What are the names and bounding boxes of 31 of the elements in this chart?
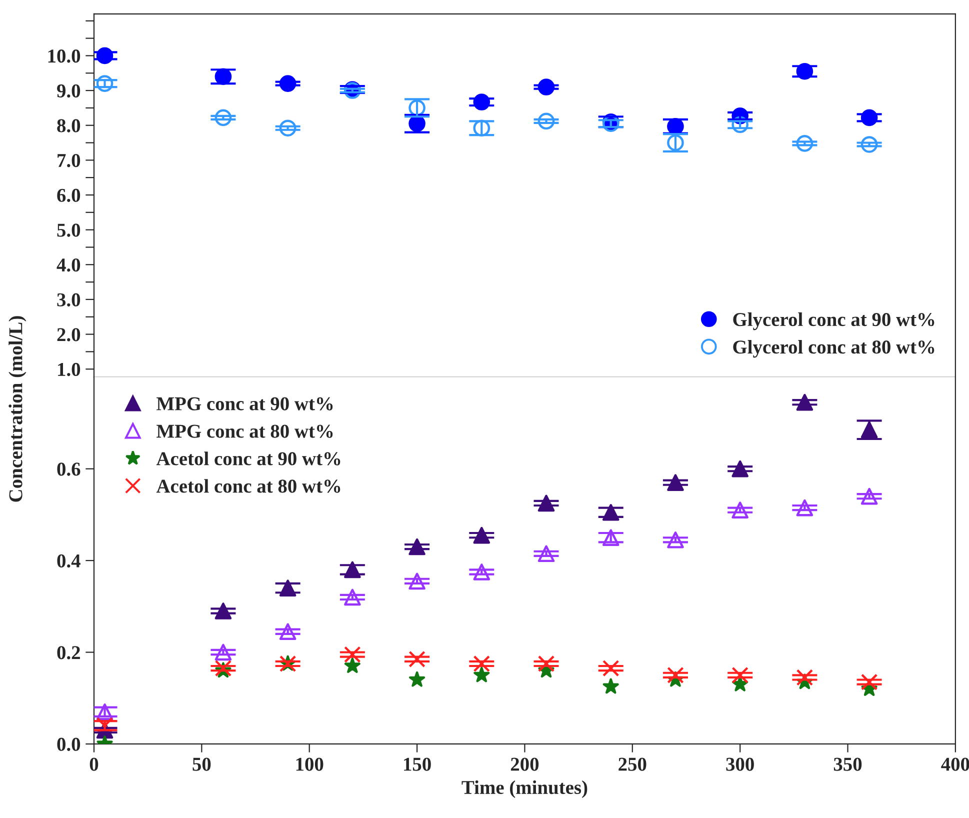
y-tick-label: 6.0 — [57, 188, 80, 202]
legend-label: Acetol conc at 80 wt% — [156, 479, 340, 493]
x-tick-label: 400 — [941, 758, 969, 771]
x-tick-label: 100 — [296, 758, 324, 771]
y-tick-label: 4.0 — [56, 258, 80, 272]
y-tick-label: 0.4 — [57, 554, 80, 568]
x-tick-label: 50 — [192, 758, 211, 771]
y-tick-label: 7.0 — [58, 154, 80, 168]
y-axis-title: Concentration (mol/L) — [8, 316, 26, 502]
y-tick-label: 2.0 — [57, 328, 80, 342]
y-tick-label: 0.0 — [57, 738, 80, 751]
y-tick-label: 8.0 — [57, 119, 80, 132]
x-tick-label: 350 — [834, 758, 862, 771]
legend-label: Glycerol conc at 90 wt% — [733, 312, 934, 330]
y-tick-label: 9.0 — [57, 84, 80, 98]
x-axis-title: Time (minutes) — [462, 780, 588, 798]
y-tick-label: 10.0 — [48, 50, 80, 63]
x-tick-label: 0 — [90, 758, 98, 771]
x-tick-label: 150 — [404, 758, 431, 771]
legend-label: MPG conc at 90 wt% — [156, 397, 333, 410]
y-tick-label: 5.0 — [57, 224, 80, 237]
y-tick-label: 3.0 — [57, 293, 80, 306]
legend-label: Glycerol conc at 80 wt% — [733, 340, 934, 358]
x-tick-label: 200 — [510, 758, 539, 771]
legend-label: MPG conc at 80 wt% — [156, 424, 333, 438]
y-tick-label: 0.2 — [57, 646, 80, 660]
x-tick-label: 300 — [726, 758, 754, 771]
y-tick-label: 0.6 — [57, 462, 80, 476]
y-tick-label: 1.0 — [58, 362, 80, 376]
legend-label: Acetol conc at 90 wt% — [156, 452, 340, 466]
x-tick-label: 250 — [618, 758, 646, 771]
